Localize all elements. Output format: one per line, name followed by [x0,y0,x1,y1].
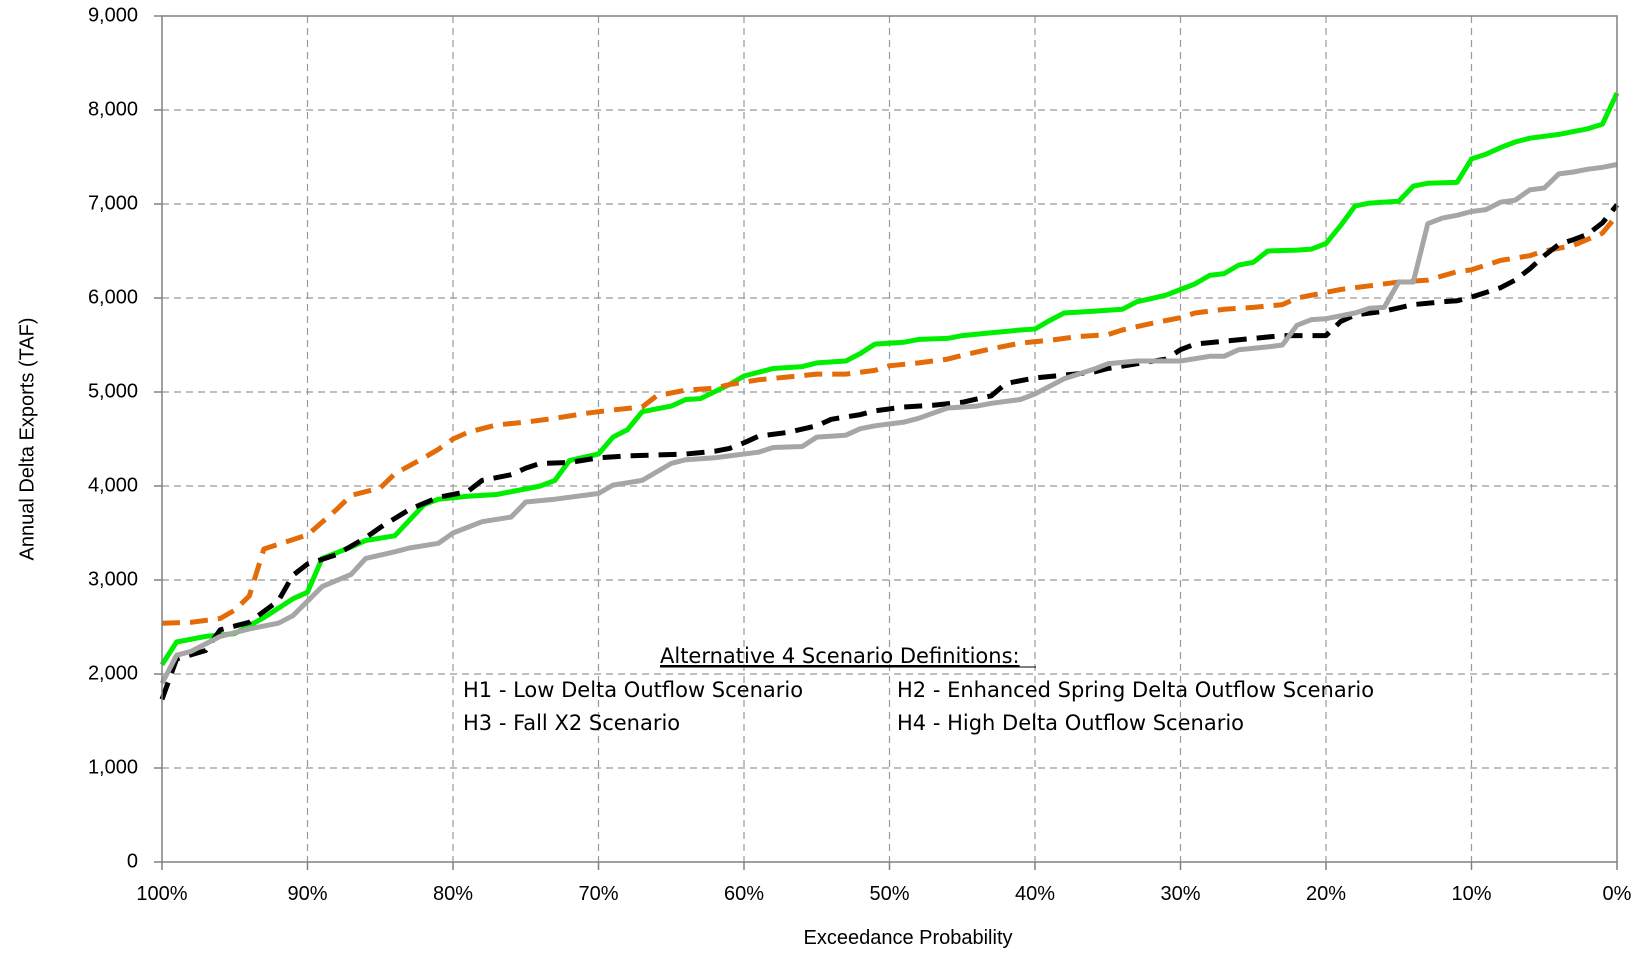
tick-layer: 0 1,000 2,000 3,000 4,000 5,000 6,000 7,000 8,00… [88,4,1632,905]
x-tick-label: 90% [287,883,327,905]
annotation-title: Alternative 4 Scenario Definitions: [660,644,1020,668]
series-layer [159,92,1620,701]
annotation-h1: H1 - Low Delta Outflow Scenario [463,678,803,702]
x-tick-label: 10% [1451,883,1491,905]
series-line-3 [159,203,1619,701]
grid-layer [162,16,1617,862]
x-tick-label: 70% [578,883,618,905]
y-tick-label: 0 [127,850,138,872]
y-tick-label: 5,000 [88,380,138,402]
x-tick-label: 20% [1306,883,1346,905]
x-tick-label: 40% [1015,883,1055,905]
scenario-definitions-annotation: Alternative 4 Scenario Definitions: H1 -… [463,644,1374,735]
y-tick-label: 8,000 [88,98,138,120]
y-tick-label: 2,000 [88,662,138,684]
y-tick-label: 9,000 [88,4,138,26]
x-tick-label: 50% [869,883,909,905]
x-tick-label: 80% [433,883,473,905]
annotation-h3: H3 - Fall X2 Scenario [463,711,680,735]
x-tick-label: 100% [136,883,187,905]
series-line-4 [159,162,1618,685]
x-tick-label: 0% [1603,883,1632,905]
annotation-h2: H2 - Enhanced Spring Delta Outflow Scena… [897,678,1374,702]
y-tick-label: 1,000 [88,756,138,778]
y-tick-label: 3,000 [88,568,138,590]
x-axis-title: Exceedance Probability [803,927,1012,949]
y-axis-title: Annual Delta Exports (TAF) [16,317,38,560]
x-tick-label: 30% [1160,883,1200,905]
annotation-h4: H4 - High Delta Outflow Scenario [897,711,1244,735]
y-tick-label: 6,000 [88,286,138,308]
y-tick-label: 7,000 [88,192,138,214]
x-tick-label: 60% [724,883,764,905]
series-line-2 [161,213,1619,626]
y-tick-label: 4,000 [88,474,138,496]
